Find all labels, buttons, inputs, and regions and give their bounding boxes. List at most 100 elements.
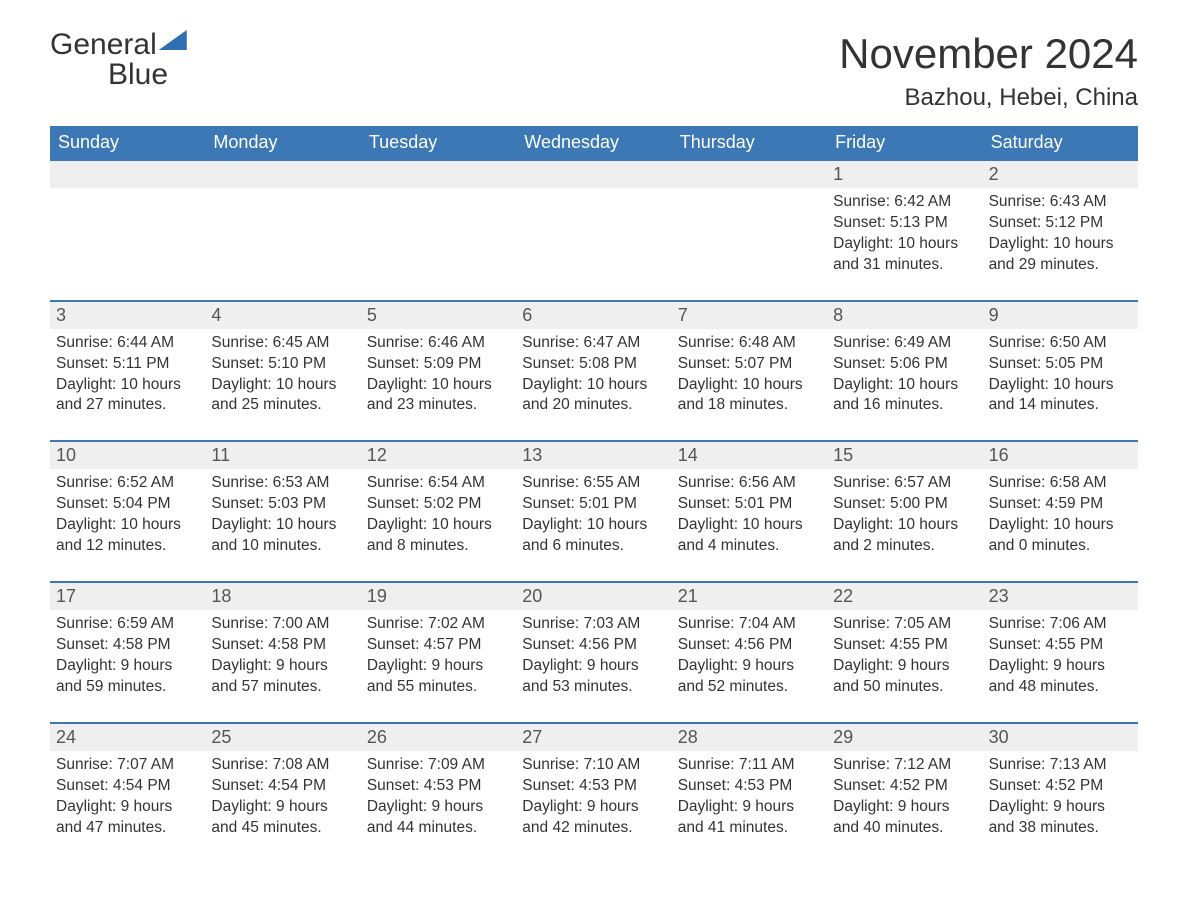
calendar-cell-empty: [205, 159, 360, 300]
day-details: Sunrise: 6:56 AMSunset: 5:01 PMDaylight:…: [672, 469, 827, 557]
calendar-cell: 16Sunrise: 6:58 AMSunset: 4:59 PMDayligh…: [983, 440, 1138, 581]
daynum-bar-empty: [361, 161, 516, 188]
sunrise-line: Sunrise: 6:42 AM: [833, 192, 976, 213]
daylight-line: Daylight: 10 hours and 8 minutes.: [367, 515, 510, 557]
day-number: 7: [672, 302, 827, 329]
weekday-header: Thursday: [672, 126, 827, 159]
day-number: 17: [50, 583, 205, 610]
day-number: 15: [827, 442, 982, 469]
day-number: 5: [361, 302, 516, 329]
daylight-line: Daylight: 10 hours and 23 minutes.: [367, 375, 510, 417]
calendar-cell: 17Sunrise: 6:59 AMSunset: 4:58 PMDayligh…: [50, 581, 205, 722]
daynum-bar-empty: [50, 161, 205, 188]
daylight-line: Daylight: 9 hours and 57 minutes.: [211, 656, 354, 698]
calendar-cell-empty: [361, 159, 516, 300]
daylight-line: Daylight: 10 hours and 0 minutes.: [989, 515, 1132, 557]
day-details: Sunrise: 7:09 AMSunset: 4:53 PMDaylight:…: [361, 751, 516, 839]
calendar-cell-empty: [50, 159, 205, 300]
sunset-line: Sunset: 4:57 PM: [367, 635, 510, 656]
sunset-line: Sunset: 4:55 PM: [989, 635, 1132, 656]
day-number: 19: [361, 583, 516, 610]
sunset-line: Sunset: 4:59 PM: [989, 494, 1132, 515]
sunrise-line: Sunrise: 6:49 AM: [833, 333, 976, 354]
day-details: Sunrise: 7:04 AMSunset: 4:56 PMDaylight:…: [672, 610, 827, 698]
sunset-line: Sunset: 4:54 PM: [211, 776, 354, 797]
calendar-cell: 2Sunrise: 6:43 AMSunset: 5:12 PMDaylight…: [983, 159, 1138, 300]
day-details: Sunrise: 6:58 AMSunset: 4:59 PMDaylight:…: [983, 469, 1138, 557]
day-number: 25: [205, 724, 360, 751]
daylight-line: Daylight: 10 hours and 16 minutes.: [833, 375, 976, 417]
daylight-line: Daylight: 10 hours and 12 minutes.: [56, 515, 199, 557]
calendar-cell: 22Sunrise: 7:05 AMSunset: 4:55 PMDayligh…: [827, 581, 982, 722]
day-number: 28: [672, 724, 827, 751]
brand-flag-icon: [159, 30, 187, 50]
sunset-line: Sunset: 4:58 PM: [211, 635, 354, 656]
sunset-line: Sunset: 4:52 PM: [989, 776, 1132, 797]
sunset-line: Sunset: 5:11 PM: [56, 354, 199, 375]
sunrise-line: Sunrise: 6:52 AM: [56, 473, 199, 494]
day-details: Sunrise: 6:42 AMSunset: 5:13 PMDaylight:…: [827, 188, 982, 276]
calendar-cell: 20Sunrise: 7:03 AMSunset: 4:56 PMDayligh…: [516, 581, 671, 722]
sunrise-line: Sunrise: 7:06 AM: [989, 614, 1132, 635]
sunrise-line: Sunrise: 7:09 AM: [367, 755, 510, 776]
calendar-cell: 19Sunrise: 7:02 AMSunset: 4:57 PMDayligh…: [361, 581, 516, 722]
title-block: November 2024 Bazhou, Hebei, China: [839, 30, 1138, 122]
weekday-header: Wednesday: [516, 126, 671, 159]
daylight-line: Daylight: 9 hours and 47 minutes.: [56, 797, 199, 839]
sunset-line: Sunset: 5:09 PM: [367, 354, 510, 375]
calendar-cell: 14Sunrise: 6:56 AMSunset: 5:01 PMDayligh…: [672, 440, 827, 581]
daylight-line: Daylight: 10 hours and 10 minutes.: [211, 515, 354, 557]
daylight-line: Daylight: 10 hours and 14 minutes.: [989, 375, 1132, 417]
day-number: 22: [827, 583, 982, 610]
day-number: 8: [827, 302, 982, 329]
sunset-line: Sunset: 4:58 PM: [56, 635, 199, 656]
calendar-cell-empty: [516, 159, 671, 300]
daylight-line: Daylight: 9 hours and 40 minutes.: [833, 797, 976, 839]
sunrise-line: Sunrise: 6:58 AM: [989, 473, 1132, 494]
day-details: Sunrise: 6:54 AMSunset: 5:02 PMDaylight:…: [361, 469, 516, 557]
day-details: Sunrise: 7:03 AMSunset: 4:56 PMDaylight:…: [516, 610, 671, 698]
sunset-line: Sunset: 5:05 PM: [989, 354, 1132, 375]
calendar-cell: 24Sunrise: 7:07 AMSunset: 4:54 PMDayligh…: [50, 722, 205, 863]
day-number: 2: [983, 161, 1138, 188]
weekday-header: Monday: [205, 126, 360, 159]
sunrise-line: Sunrise: 7:08 AM: [211, 755, 354, 776]
calendar-grid: SundayMondayTuesdayWednesdayThursdayFrid…: [50, 126, 1138, 862]
day-number: 24: [50, 724, 205, 751]
daylight-line: Daylight: 10 hours and 6 minutes.: [522, 515, 665, 557]
day-number: 3: [50, 302, 205, 329]
day-details: Sunrise: 7:12 AMSunset: 4:52 PMDaylight:…: [827, 751, 982, 839]
calendar-cell: 5Sunrise: 6:46 AMSunset: 5:09 PMDaylight…: [361, 300, 516, 441]
daynum-bar-empty: [205, 161, 360, 188]
daylight-line: Daylight: 9 hours and 48 minutes.: [989, 656, 1132, 698]
day-details: Sunrise: 7:13 AMSunset: 4:52 PMDaylight:…: [983, 751, 1138, 839]
day-number: 1: [827, 161, 982, 188]
calendar-cell: 8Sunrise: 6:49 AMSunset: 5:06 PMDaylight…: [827, 300, 982, 441]
daylight-line: Daylight: 10 hours and 29 minutes.: [989, 234, 1132, 276]
day-number: 4: [205, 302, 360, 329]
calendar-cell: 9Sunrise: 6:50 AMSunset: 5:05 PMDaylight…: [983, 300, 1138, 441]
day-number: 10: [50, 442, 205, 469]
day-details: Sunrise: 6:59 AMSunset: 4:58 PMDaylight:…: [50, 610, 205, 698]
sunrise-line: Sunrise: 7:07 AM: [56, 755, 199, 776]
sunset-line: Sunset: 5:03 PM: [211, 494, 354, 515]
day-details: Sunrise: 7:07 AMSunset: 4:54 PMDaylight:…: [50, 751, 205, 839]
sunset-line: Sunset: 5:08 PM: [522, 354, 665, 375]
day-details: Sunrise: 6:49 AMSunset: 5:06 PMDaylight:…: [827, 329, 982, 417]
brand-logo: General Blue: [50, 30, 187, 90]
day-details: Sunrise: 7:06 AMSunset: 4:55 PMDaylight:…: [983, 610, 1138, 698]
weekday-header: Tuesday: [361, 126, 516, 159]
daylight-line: Daylight: 9 hours and 42 minutes.: [522, 797, 665, 839]
calendar-cell: 27Sunrise: 7:10 AMSunset: 4:53 PMDayligh…: [516, 722, 671, 863]
calendar-cell: 7Sunrise: 6:48 AMSunset: 5:07 PMDaylight…: [672, 300, 827, 441]
daylight-line: Daylight: 10 hours and 31 minutes.: [833, 234, 976, 276]
brand-text-blue: Blue: [108, 58, 168, 91]
sunset-line: Sunset: 4:53 PM: [367, 776, 510, 797]
day-number: 12: [361, 442, 516, 469]
calendar-cell: 10Sunrise: 6:52 AMSunset: 5:04 PMDayligh…: [50, 440, 205, 581]
daylight-line: Daylight: 9 hours and 50 minutes.: [833, 656, 976, 698]
day-number: 16: [983, 442, 1138, 469]
weekday-header: Friday: [827, 126, 982, 159]
sunrise-line: Sunrise: 6:50 AM: [989, 333, 1132, 354]
daylight-line: Daylight: 9 hours and 44 minutes.: [367, 797, 510, 839]
